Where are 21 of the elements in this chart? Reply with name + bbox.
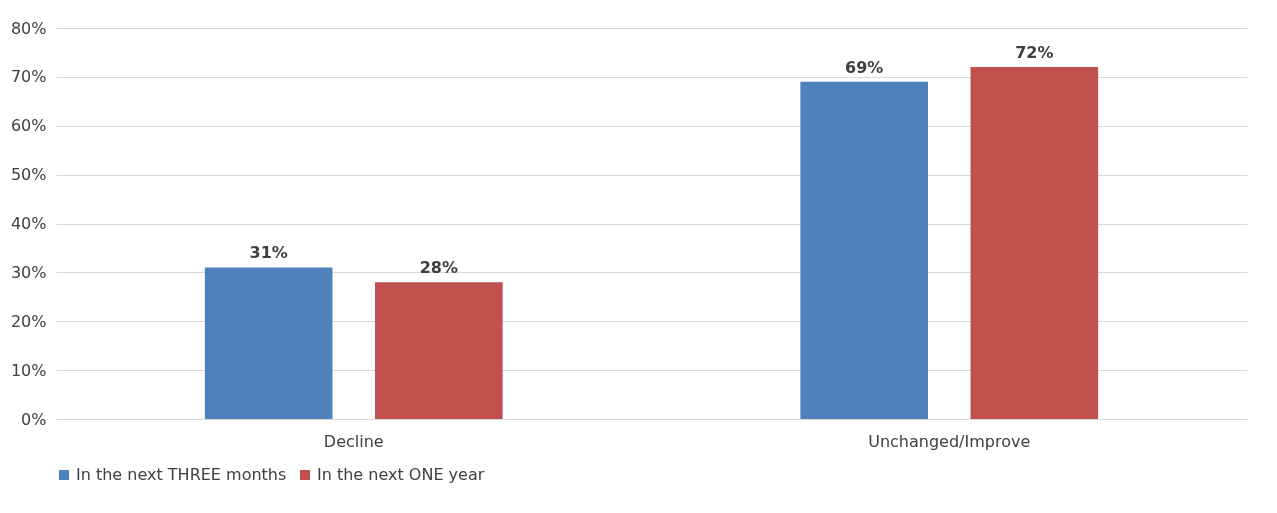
y-tick-label: 30%: [10, 262, 47, 282]
data-label: 28%: [419, 258, 458, 278]
bar: [375, 282, 503, 419]
y-tick-label: 20%: [10, 311, 47, 331]
data-label: 69%: [845, 57, 884, 77]
x-tick-label: Unchanged/Improve: [868, 431, 1031, 451]
legend-label: In the next ONE year: [317, 465, 485, 484]
legend-label: In the next THREE months: [76, 465, 287, 484]
y-tick-label: 50%: [10, 165, 47, 185]
bar: [970, 67, 1099, 419]
x-tick-label: Decline: [323, 431, 384, 451]
y-tick-label: 10%: [10, 360, 47, 380]
bar: [800, 81, 928, 419]
y-tick-label: 70%: [10, 67, 47, 87]
y-tick-label: 80%: [10, 18, 47, 38]
y-tick-label: 40%: [10, 214, 47, 233]
bar: [204, 267, 333, 419]
y-tick-label: 0%: [21, 409, 47, 429]
y-tick-label: 60%: [10, 116, 47, 136]
data-label: 72%: [1015, 43, 1054, 63]
data-label: 31%: [249, 243, 288, 263]
